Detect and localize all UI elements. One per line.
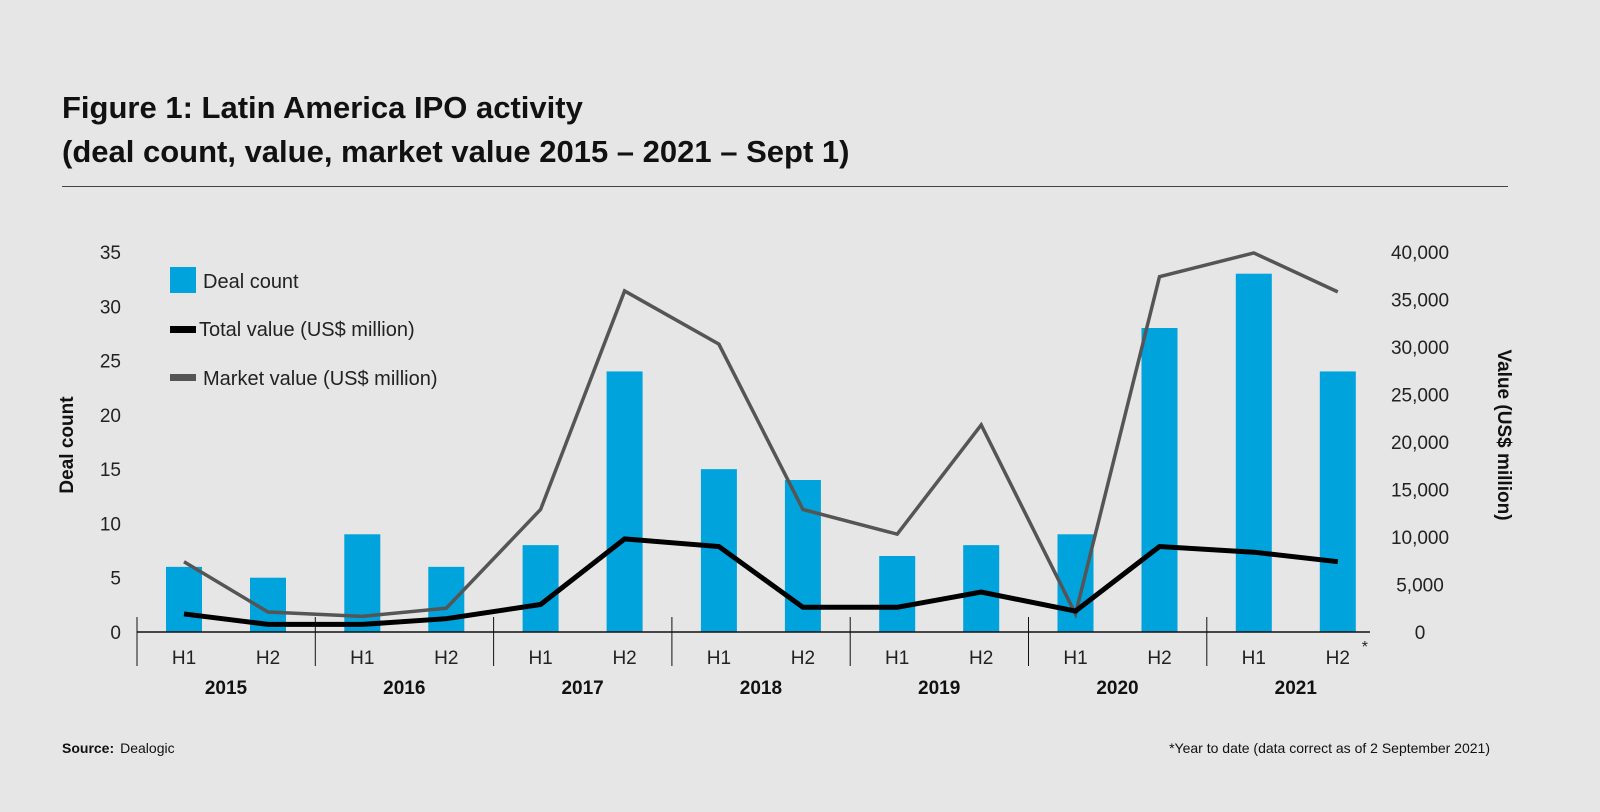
- bar-deal-count: [1319, 371, 1356, 632]
- source: Source: Dealogic: [62, 740, 175, 756]
- bar-deal-count: [606, 371, 643, 632]
- y-tick-label: 20: [100, 406, 121, 427]
- year-label: 2017: [561, 678, 603, 699]
- legend-label-deal-count: Deal count: [203, 271, 299, 293]
- y2-tick-label: 40,000: [1391, 243, 1449, 264]
- year-label: 2021: [1275, 678, 1318, 699]
- ytd-marker: *: [1362, 639, 1368, 656]
- x-tick-label: H2: [612, 648, 636, 669]
- source-value: Dealogic: [120, 740, 175, 756]
- x-tick-label: H2: [969, 648, 993, 669]
- y2-tick-label: 20,000: [1391, 433, 1449, 454]
- x-tick-label: H1: [707, 648, 731, 669]
- x-tick-label: H2: [434, 648, 458, 669]
- y2-axis-label: Value (US$ million): [1493, 349, 1514, 520]
- bar-deal-count: [700, 469, 737, 632]
- y-tick-label: 35: [100, 243, 121, 264]
- x-tick-label: H1: [1063, 648, 1087, 669]
- y-tick-label: 10: [100, 514, 121, 535]
- bar-deal-count: [879, 556, 916, 632]
- y2-tick-label: 10,000: [1391, 528, 1449, 549]
- y-axis-label: Deal count: [57, 396, 78, 494]
- line-market-value: [183, 251, 1339, 619]
- x-tick-label: H1: [172, 648, 196, 669]
- y2-tick-label: 30,000: [1391, 338, 1449, 359]
- bar-deal-count: [166, 566, 202, 632]
- x-tick-label: H2: [256, 648, 280, 669]
- year-label: 2018: [740, 678, 782, 699]
- x-tick-label: H2: [791, 648, 815, 669]
- y-tick-label: 25: [100, 352, 121, 373]
- y2-tick-label: 15,000: [1391, 481, 1449, 502]
- year-label: 2016: [383, 678, 425, 699]
- y-tick-label: 15: [100, 460, 121, 481]
- line-total-value: [183, 536, 1339, 627]
- legend-swatch-total-value: [170, 326, 196, 333]
- legend-label-market-value: Market value (US$ million): [203, 368, 438, 390]
- footnote: *Year to date (data correct as of 2 Sept…: [1169, 740, 1490, 756]
- legend-swatch-market-value: [170, 374, 196, 381]
- bar-deal-count: [428, 566, 465, 632]
- bar-deal-count: [1235, 273, 1272, 632]
- y2-tick-label: 35,000: [1391, 291, 1449, 312]
- x-tick-label: H1: [528, 648, 552, 669]
- x-tick-label: H2: [1326, 648, 1350, 669]
- year-label: 2020: [1096, 678, 1138, 699]
- bar-deal-count: [1141, 328, 1178, 632]
- chart-title: Figure 1: Latin America IPO activity (de…: [62, 86, 849, 174]
- bar-deal-count: [963, 545, 1000, 632]
- title-line-1: Figure 1: Latin America IPO activity: [62, 90, 583, 125]
- year-label: 2019: [918, 678, 960, 699]
- x-tick-label: H1: [1242, 648, 1266, 669]
- bar-deal-count: [522, 545, 559, 632]
- y2-tick-label: 0: [1415, 623, 1426, 644]
- legend-label-total-value: Total value (US$ million): [199, 319, 415, 341]
- x-tick-label: H2: [1147, 648, 1171, 669]
- year-label: 2015: [205, 678, 248, 699]
- source-label: Source:: [62, 740, 115, 756]
- x-tick-label: H1: [885, 648, 909, 669]
- y-tick-label: 30: [100, 297, 121, 318]
- y-tick-label: 0: [110, 623, 121, 644]
- title-line-2: (deal count, value, market value 2015 – …: [62, 134, 850, 169]
- y-tick-label: 5: [110, 569, 121, 590]
- title-divider: [62, 186, 1508, 187]
- x-tick-label: H1: [350, 648, 374, 669]
- y2-tick-label: 25,000: [1391, 386, 1449, 407]
- legend-swatch-deal-count: [170, 267, 196, 293]
- y2-tick-label: 5,000: [1396, 576, 1444, 597]
